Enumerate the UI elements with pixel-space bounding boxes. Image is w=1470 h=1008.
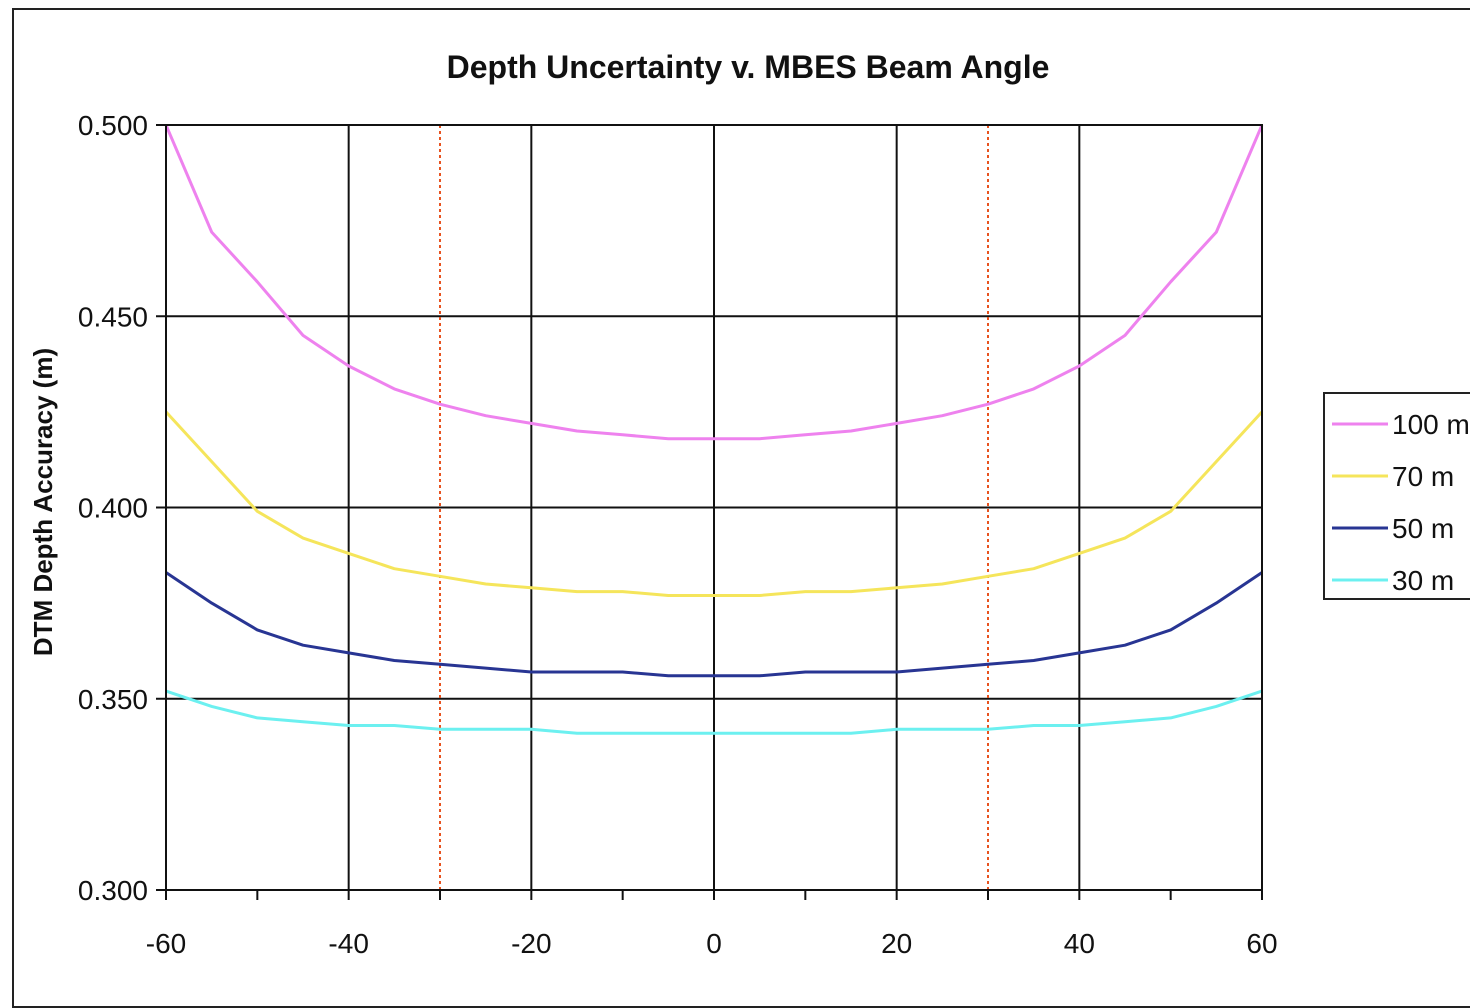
legend-box: [1323, 392, 1470, 600]
grid-lines: [165, 124, 1263, 891]
y-axis-label: DTM Depth Accuracy (m): [28, 348, 58, 656]
y-tick-label-2: 0.400: [78, 493, 148, 524]
plot-area-border: [165, 124, 1263, 891]
series-lines: [164, 124, 1264, 735]
legend-label-0: 100 m: [1392, 409, 1470, 440]
legend: 100 m 70 m 50 m 30 m: [1323, 392, 1470, 600]
chart-title: Depth Uncertainty v. MBES Beam Angle: [447, 49, 1050, 85]
x-tick-label-1: -40: [328, 928, 368, 959]
legend-label-3: 30 m: [1392, 565, 1454, 596]
x-tick-label-3: 0: [706, 928, 722, 959]
legend-label-2: 50 m: [1392, 513, 1454, 544]
series-line-70-m: [164, 410, 1264, 597]
series-line-50-m: [165, 571, 1263, 678]
x-tick-labels: -60 -40 -20 0 20 40 60: [146, 928, 1278, 959]
y-tick-labels: 0.300 0.350 0.400 0.450 0.500: [78, 110, 148, 906]
x-tick-label-2: -20: [511, 928, 551, 959]
y-tick-label-0: 0.300: [78, 875, 148, 906]
y-tick-label-3: 0.450: [78, 301, 148, 332]
series-line-30-m: [165, 689, 1263, 735]
x-tick-label-6: 60: [1246, 928, 1277, 959]
x-tick-label-4: 20: [881, 928, 912, 959]
line-chart: Depth Uncertainty v. MBES Beam Angle DTM…: [28, 49, 1470, 959]
y-tick-label-4: 0.500: [78, 110, 148, 141]
y-tick-label-1: 0.350: [78, 684, 148, 715]
series-line-100-m: [164, 124, 1264, 441]
x-tick-label-5: 40: [1064, 928, 1095, 959]
x-tick-label-0: -60: [146, 928, 186, 959]
reference-lines: [439, 125, 989, 890]
axes: [156, 124, 1263, 900]
legend-label-1: 70 m: [1392, 461, 1454, 492]
